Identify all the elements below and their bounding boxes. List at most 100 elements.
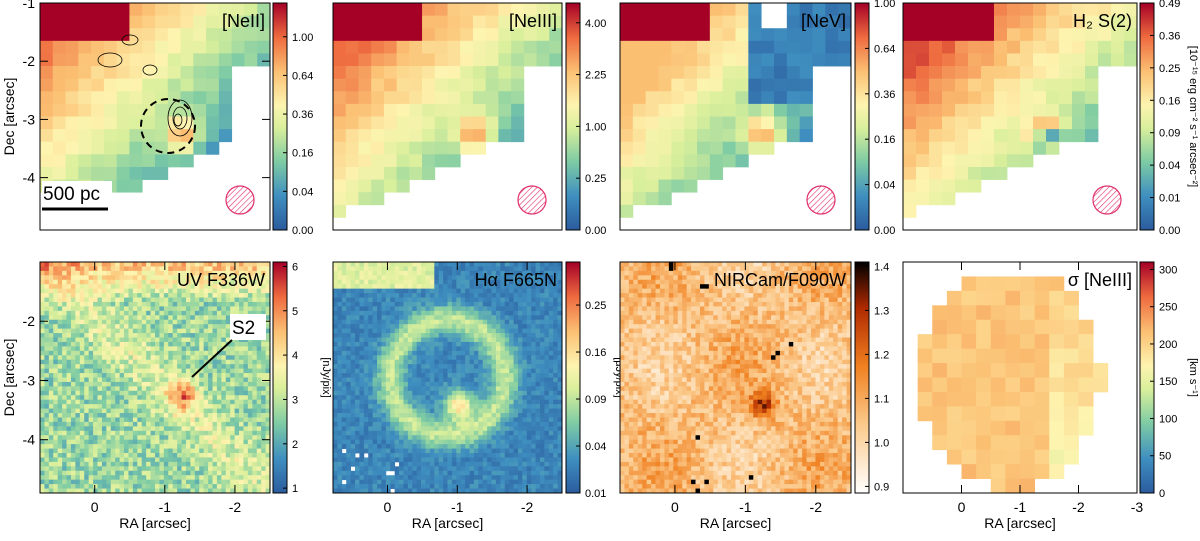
image-pixel <box>62 262 67 267</box>
image-pixel <box>536 315 541 320</box>
image-pixel <box>106 346 111 351</box>
image-pixel <box>159 284 164 289</box>
image-pixel <box>199 382 204 387</box>
image-pixel <box>133 320 138 325</box>
image-pixel <box>111 444 116 449</box>
image-pixel <box>248 342 253 347</box>
image-pixel <box>448 306 453 311</box>
image-pixel <box>346 324 351 329</box>
image-pixel <box>509 364 514 369</box>
image-pixel <box>518 346 523 351</box>
image-pixel <box>470 306 475 311</box>
image-pixel <box>470 355 475 360</box>
image-pixel <box>137 413 142 418</box>
image-pixel <box>177 373 182 378</box>
image-pixel <box>434 315 439 320</box>
image-pixel <box>213 378 218 383</box>
image-pixel <box>199 431 204 436</box>
image-pixel <box>40 129 53 142</box>
image-pixel <box>452 342 457 347</box>
image-pixel <box>155 480 160 485</box>
image-pixel <box>443 271 448 276</box>
image-pixel <box>421 266 426 271</box>
image-pixel <box>346 28 359 41</box>
image-pixel <box>399 262 404 267</box>
image-pixel <box>67 338 72 343</box>
image-pixel <box>49 262 54 267</box>
image-pixel <box>155 293 160 298</box>
image-pixel <box>106 466 111 471</box>
image-pixel <box>403 262 408 267</box>
image-pixel <box>226 329 231 334</box>
image-pixel <box>509 320 514 325</box>
image-pixel <box>58 382 63 387</box>
image-pixel <box>373 289 378 294</box>
image-pixel <box>186 298 191 303</box>
image-pixel <box>239 346 244 351</box>
image-pixel <box>159 449 164 454</box>
image-pixel <box>422 16 435 29</box>
image-pixel <box>115 449 120 454</box>
image-pixel <box>230 293 235 298</box>
image-pixel <box>159 360 164 365</box>
image-pixel <box>465 280 470 285</box>
image-pixel <box>124 417 129 422</box>
image-pixel <box>115 351 120 356</box>
image-pixel <box>232 41 245 54</box>
image-pixel <box>239 382 244 387</box>
image-pixel <box>261 440 266 445</box>
image-pixel <box>333 333 338 338</box>
image-pixel <box>40 306 45 311</box>
image-pixel <box>98 364 103 369</box>
image-pixel <box>257 480 262 485</box>
image-pixel <box>128 364 133 369</box>
image-pixel <box>697 3 710 16</box>
image-pixel <box>248 457 253 462</box>
image-pixel <box>346 142 359 155</box>
image-pixel <box>549 355 554 360</box>
image-pixel <box>486 28 499 41</box>
image-pixel <box>230 431 235 436</box>
image-pixel <box>186 471 191 476</box>
image-pixel <box>916 66 929 79</box>
image-pixel <box>487 262 492 267</box>
image-pixel <box>368 346 373 351</box>
image-pixel <box>204 351 209 356</box>
image-pixel <box>390 289 395 294</box>
image-pixel <box>213 306 218 311</box>
image-pixel <box>399 302 404 307</box>
image-pixel <box>67 275 72 280</box>
image-pixel <box>133 311 138 316</box>
image-pixel <box>351 306 356 311</box>
image-pixel <box>146 320 151 325</box>
image-pixel <box>243 422 248 427</box>
image-pixel <box>221 298 226 303</box>
image-pixel <box>133 298 138 303</box>
image-pixel <box>443 293 448 298</box>
image-pixel <box>226 315 231 320</box>
image-pixel <box>226 404 231 409</box>
image-pixel <box>221 369 226 374</box>
image-pixel <box>351 266 356 271</box>
image-pixel <box>916 41 929 54</box>
image-pixel <box>98 266 103 271</box>
image-pixel <box>186 311 191 316</box>
image-pixel <box>142 426 147 431</box>
image-pixel <box>239 404 244 409</box>
image-pixel <box>217 382 222 387</box>
image-pixel <box>243 386 248 391</box>
image-pixel <box>452 266 457 271</box>
image-pixel <box>252 395 257 400</box>
image-pixel <box>146 426 151 431</box>
image-pixel <box>173 311 178 316</box>
image-pixel <box>186 386 191 391</box>
image-pixel <box>399 338 404 343</box>
image-pixel <box>168 329 173 334</box>
image-pixel <box>44 378 49 383</box>
image-pixel <box>221 391 226 396</box>
image-pixel <box>448 360 453 365</box>
image-pixel <box>217 373 222 378</box>
image-pixel <box>235 475 240 480</box>
image-pixel <box>182 351 187 356</box>
image-pixel <box>261 373 266 378</box>
